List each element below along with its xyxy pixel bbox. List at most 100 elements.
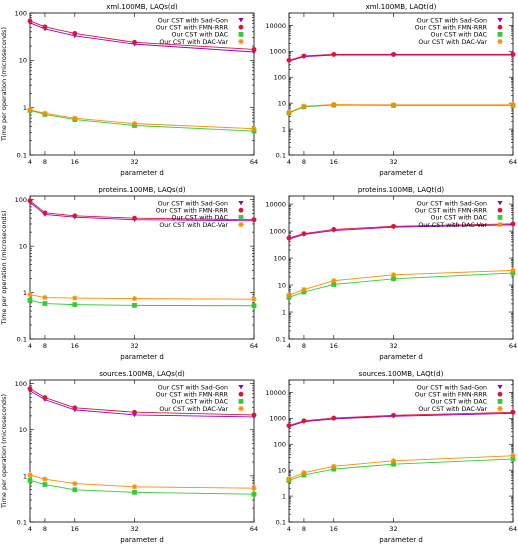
chart-title: proteins.100MB, LAQt(d) (358, 186, 445, 194)
data-point-dac-var (27, 472, 33, 478)
y-tick-label: 100 (15, 380, 27, 388)
legend-label: Our CST with FMN-RRR (415, 392, 488, 399)
data-point-dac-var (72, 481, 78, 487)
series-line-dac (288, 458, 514, 481)
legend-label: Our CST with FMN-RRR (156, 25, 229, 32)
chart-panel-3: proteins.100MB, LAQt(d) 0.1 1 10 100 1000 1000… (265, 186, 517, 361)
x-axis-label: parameter d (120, 353, 164, 361)
data-point-fmn-rrr (42, 24, 48, 30)
legend-label: Our CST with DAC (431, 399, 488, 406)
chart-panel-0: xml.100MB, LAQs(d) 0.1 1 10 100 4 8 16 32 64 param… (0, 3, 258, 177)
x-tick-label: 8 (43, 342, 47, 350)
x-tick-label: 4 (28, 525, 32, 533)
y-tick-label: 0.1 (276, 335, 286, 343)
chart-title: sources.100MB, LAQt(d) (359, 370, 444, 378)
legend-marker-dac-var (238, 222, 244, 228)
y-axis-label: Time per operation (microseconds) (0, 211, 8, 326)
legend-label: Our CST with DAC (431, 32, 488, 39)
data-point-dac-var (301, 286, 307, 293)
y-tick-label: 100 (274, 254, 286, 262)
legend-label: Our CST with DAC-Var (159, 39, 228, 46)
data-point-dac-var (510, 102, 516, 108)
x-tick-label: 16 (330, 158, 338, 166)
data-point-dac-var (286, 476, 292, 482)
y-tick-label: 10000 (265, 22, 286, 30)
data-point-fmn-rrr (391, 412, 396, 418)
data-point-fmn-rrr (391, 51, 396, 57)
data-point-fmn-rrr (72, 405, 78, 411)
y-tick-label: 10000 (265, 389, 286, 397)
data-point-fmn-rrr (251, 47, 257, 52)
data-point-dac (42, 482, 48, 487)
legend-label: Our CST with Sad-Gon (417, 384, 487, 391)
legend-label: Our CST with DAC (172, 32, 229, 39)
x-axis-label: parameter d (379, 536, 423, 544)
chart-title: sources.100MB, LAQs(d) (99, 370, 185, 378)
legend-marker-dac-var (238, 39, 244, 45)
data-point-fmn-rrr (301, 418, 307, 424)
data-point-fmn-rrr (391, 223, 396, 229)
data-point-dac (391, 461, 396, 467)
legend-label: Our CST with DAC-Var (418, 222, 487, 229)
x-tick-label: 4 (287, 158, 291, 166)
data-point-fmn-rrr (510, 409, 516, 415)
legend-marker-dac (497, 215, 503, 220)
x-tick-label: 4 (287, 342, 291, 350)
y-tick-label: 100 (274, 441, 286, 449)
x-tick-label: 16 (71, 158, 79, 166)
data-point-dac-var (301, 470, 307, 476)
y-tick-label: 100 (274, 74, 286, 82)
data-point-dac-var (390, 458, 397, 464)
legend-label: Our CST with Sad-Gon (417, 200, 487, 207)
data-point-fmn-rrr (27, 198, 33, 204)
legend-marker-fmn-rrr (497, 391, 503, 397)
data-point-fmn-rrr (251, 412, 257, 418)
data-point-dac-var (42, 476, 48, 482)
legend-label: Our CST with FMN-RRR (156, 208, 229, 215)
series-line-dac-var (288, 455, 514, 480)
legend-label: Our CST with DAC (172, 399, 229, 406)
data-point-fmn-rrr (286, 57, 292, 63)
series-line-dac-var (29, 474, 255, 489)
data-point-dac-var (131, 484, 138, 490)
legend-marker-fmn-rrr (238, 207, 244, 213)
legend-marker-dac (497, 399, 503, 404)
plot-frame (29, 12, 255, 156)
y-axis-label: Time per operation (microseconds) (0, 394, 8, 509)
data-point-dac (510, 456, 516, 462)
x-tick-label: 32 (389, 342, 397, 350)
y-tick-label: 1 (282, 125, 286, 133)
plot-frame (288, 379, 514, 523)
data-point-dac-var (390, 272, 397, 278)
x-tick-label: 64 (509, 525, 517, 533)
legend-marker-sad-gon (238, 18, 244, 23)
data-point-fmn-rrr (72, 31, 78, 36)
data-point-fmn-rrr (286, 423, 292, 429)
x-tick-label: 8 (43, 158, 47, 166)
data-point-fmn-rrr (132, 409, 137, 415)
y-tick-label: 10 (278, 100, 286, 108)
chart-panel-2: proteins.100MB, LAQs(d) 0.1 1 10 100 4 8 16 32 64… (0, 186, 258, 361)
plot-frame (288, 195, 514, 340)
data-point-dac-var (331, 463, 337, 469)
chart-panel-5: sources.100MB, LAQt(d) 0.1 1 10 100 1000 10000… (265, 370, 517, 544)
legend-marker-dac (238, 399, 244, 404)
y-tick-label: 1 (282, 492, 286, 500)
data-point-fmn-rrr (510, 221, 516, 227)
data-point-fmn-rrr (42, 395, 48, 400)
legend-marker-sad-gon (497, 18, 503, 23)
data-point-dac-var (42, 294, 48, 301)
x-tick-label: 32 (130, 342, 138, 350)
x-tick-label: 8 (302, 158, 306, 166)
x-axis-label: parameter d (120, 536, 164, 544)
legend-label: Our CST with DAC-Var (418, 406, 487, 413)
legend-label: Our CST with FMN-RRR (156, 392, 229, 399)
series-line-dac (29, 109, 255, 132)
data-point-fmn-rrr (301, 231, 307, 237)
data-point-fmn-rrr (132, 215, 137, 221)
y-tick-label: 1 (23, 104, 27, 112)
x-tick-label: 32 (389, 525, 397, 533)
y-tick-label: 10 (19, 57, 27, 65)
legend-label: Our CST with DAC-Var (418, 39, 487, 46)
chart-panel-4: sources.100MB, LAQs(d) 0.1 1 10 100 4 8 16 32 64 p… (0, 370, 258, 544)
